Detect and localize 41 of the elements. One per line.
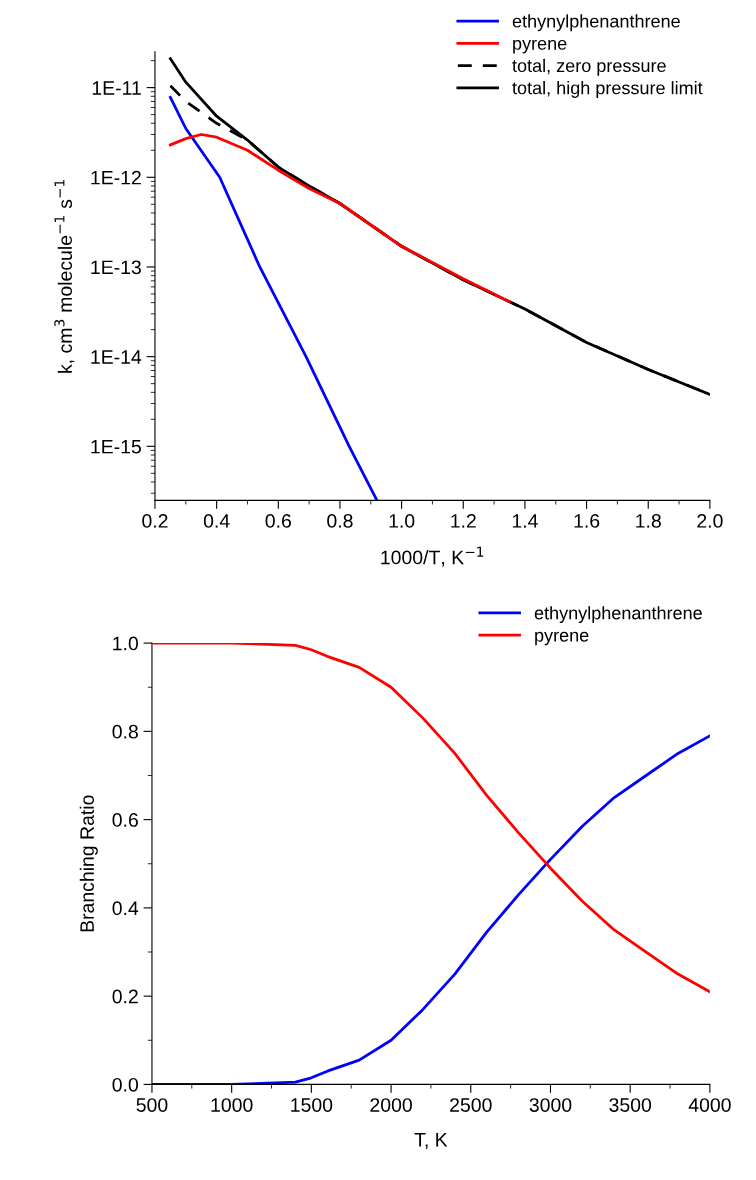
x-axis-title: T, K: [414, 1133, 448, 1149]
x-tick-label: 2.0: [697, 514, 723, 528]
y-tick-label: 1E-11: [92, 81, 141, 95]
legend-label: ethynylphenanthrene: [534, 606, 702, 624]
legend-label: ethynylphenanthrene: [512, 14, 680, 32]
x-tick-label: 1.0: [389, 514, 415, 528]
y-tick-label: 1.0: [113, 636, 138, 651]
x-tick-label: 3500: [609, 1098, 652, 1112]
y-tick-label: 0.6: [112, 813, 138, 827]
x-tick-label: 2000: [370, 1098, 412, 1112]
line-series: [169, 95, 379, 501]
x-axis-title: 1000/T, K$^{−1}$: [381, 546, 484, 567]
x-tick-label: 4000: [688, 1098, 731, 1112]
y-tick-label: 1E-14: [91, 350, 142, 364]
y-tick-label: 0.0: [112, 1077, 138, 1092]
y-tick-label: 0.4: [112, 901, 139, 916]
x-tick-label: 1500: [291, 1098, 333, 1112]
x-tick-label: 1.4: [512, 514, 538, 528]
line-series: [169, 133, 511, 304]
x-tick-label: 0.4: [203, 514, 230, 528]
y-axis-title: k, cm$^{3}$ molecule$^{−1}$ s$^{−1}$: [54, 180, 75, 373]
x-tick-label: 1000: [211, 1098, 253, 1112]
x-tick-label: 3000: [529, 1098, 572, 1112]
x-tick-label: 0.8: [327, 514, 353, 528]
x-tick-label: 1.2: [451, 514, 476, 528]
x-tick-label: 0.2: [142, 514, 168, 528]
legend-label: pyrene: [513, 39, 567, 54]
x-tick-label: 1.6: [574, 514, 600, 528]
legend-label: total, high pressure limit: [512, 81, 703, 98]
x-tick-label: 2500: [450, 1098, 492, 1112]
legend-label: total, zero pressure: [512, 58, 666, 76]
x-tick-label: 1.8: [636, 514, 661, 528]
y-tick-label: 0.2: [112, 989, 138, 1004]
x-tick-label: 0.6: [265, 514, 291, 528]
legend-label: pyrene: [535, 631, 589, 646]
y-tick-label: 1E-12: [91, 170, 141, 185]
y-tick-label: 1E-15: [91, 440, 141, 454]
y-tick-label: 0.8: [112, 724, 138, 739]
y-tick-label: 1E-13: [91, 260, 141, 275]
y-axis-title: Branching Ratio: [79, 795, 98, 932]
x-tick-label: 500: [136, 1098, 168, 1112]
